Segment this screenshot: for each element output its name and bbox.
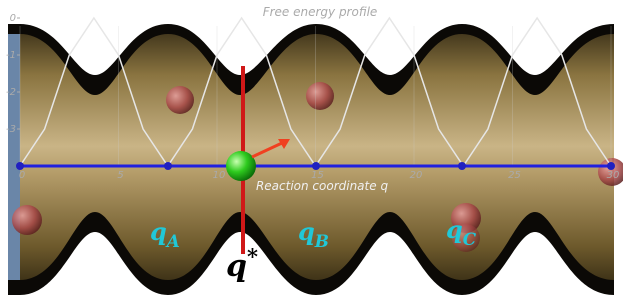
title: Free energy profile [263,5,378,19]
annotation-sub: A [165,231,180,251]
x-tick-label: 5 [117,170,123,181]
y-tick-label: -3 [6,124,16,135]
x-tick-label: 30 [607,170,620,181]
axis-node [16,162,24,170]
x-tick-label: 25 [508,170,521,181]
x-axis-label: Reaction coordinate q [256,179,389,193]
annotation-base: q [298,217,315,246]
figure: 0-1-2-3051015202530 Free energy profile … [0,0,623,305]
annotation-base: q [150,217,167,246]
y-tick-label: -1 [6,50,16,61]
x-tick-label: 10 [213,170,226,181]
y-tick-label: -2 [6,87,16,98]
annotation-base: q [446,215,463,244]
axis-node [312,162,320,170]
annotation-sub: C [463,229,477,249]
annotation-sub: B [314,231,329,251]
axis-node [164,162,172,170]
y-tick-label: 0 [10,13,16,24]
axis-node [607,162,615,170]
annotation-base: q [226,249,247,284]
axis-node [458,162,466,170]
annotation-sup: * [247,244,258,269]
x-tick-label: 20 [410,170,423,181]
x-tick-label: 0 [19,170,25,181]
